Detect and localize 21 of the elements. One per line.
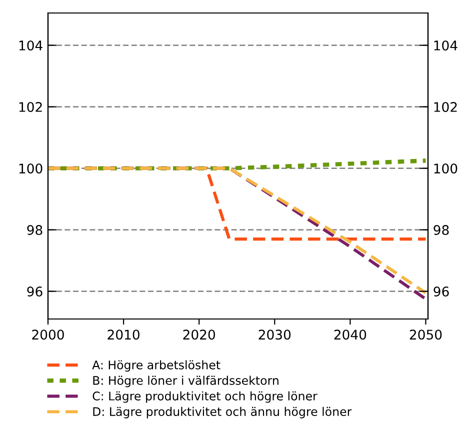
x-tick-label: 2040 [334, 330, 366, 340]
legend-label: A: Högre arbetslöshet [92, 360, 220, 372]
x-tick-label: 2020 [183, 330, 216, 340]
legend-label: D: Lägre produktivitet och ännu högre löner [93, 406, 352, 418]
y2-tick-label: 102 [434, 102, 457, 112]
y2-tick-label: 96 [434, 286, 449, 297]
y-tick-label: 96 [27, 286, 42, 297]
x-tick-label: 2010 [108, 330, 140, 340]
y-tick-label: 104 [19, 40, 42, 50]
x-tick-label: 2050 [410, 330, 442, 340]
x-tick-label: 2000 [32, 330, 64, 340]
y2-tick-label: 98 [434, 225, 449, 236]
x-tick-label: 2030 [258, 330, 291, 340]
legend-label: C: Lägre produktivitet och högre löner [92, 391, 318, 403]
y-tick-label: 100 [19, 164, 42, 174]
y-tick-label: 98 [27, 225, 42, 236]
legend-label: B: Högre löner i välfärdssektorn [93, 376, 278, 388]
line-series [48, 158, 428, 170]
y-tick-label: 102 [19, 102, 42, 112]
y2-tick-label: 100 [434, 164, 458, 174]
y2-tick-label: 104 [434, 40, 458, 50]
